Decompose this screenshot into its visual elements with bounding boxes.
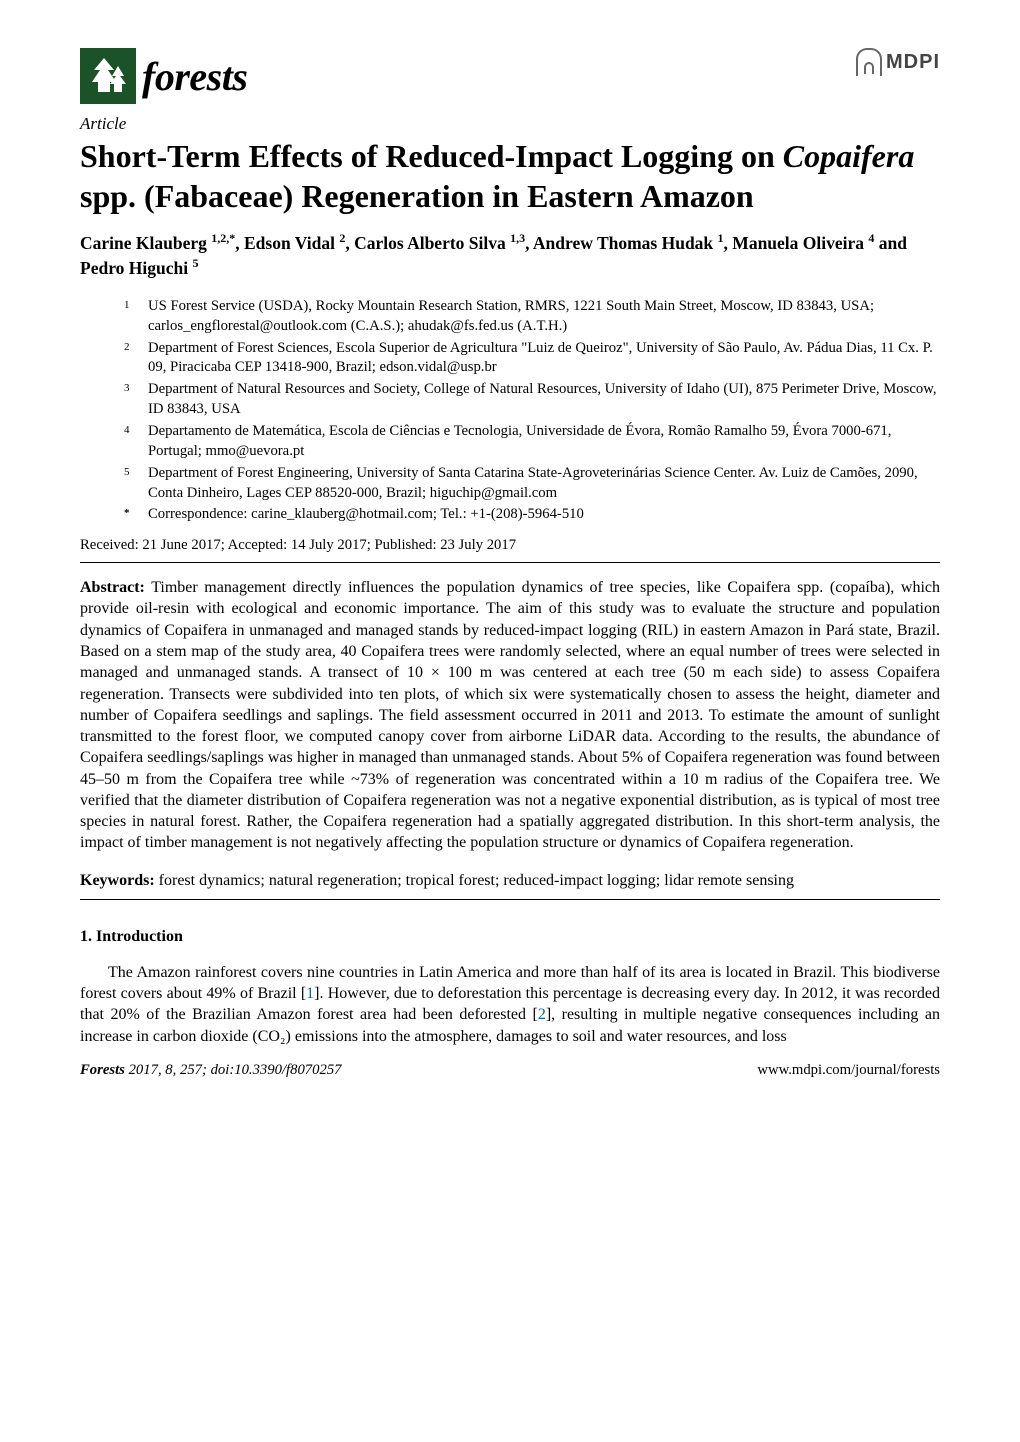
- affiliation-4: 4 Departamento de Matemática, Escola de …: [124, 422, 940, 462]
- abstract: Abstract: Timber management directly inf…: [80, 577, 940, 853]
- footer-left: Forests 2017, 8, 257; doi:10.3390/f80702…: [80, 1062, 342, 1079]
- footer-journal: Forests: [80, 1062, 125, 1078]
- abstract-text: Timber management directly influences th…: [80, 579, 940, 851]
- affiliation-1: 1 US Forest Service (USDA), Rocky Mounta…: [124, 297, 940, 337]
- intro-paragraph-1: The Amazon rainforest covers nine countr…: [80, 962, 940, 1047]
- keywords-text: forest dynamics; natural regeneration; t…: [159, 872, 794, 889]
- title-italic: Copaifera: [783, 138, 915, 174]
- ref-link-1[interactable]: 1: [306, 985, 314, 1002]
- affiliation-3: 3 Department of Natural Resources and So…: [124, 380, 940, 420]
- page: forests MDPI Article Short-Term Effects …: [0, 0, 1020, 1103]
- authors-line: Carine Klauberg 1,2,*, Edson Vidal 2, Ca…: [80, 230, 940, 281]
- affiliation-corresponding: * Correspondence: carine_klauberg@hotmai…: [124, 505, 940, 525]
- affiliation-2: 2 Department of Forest Sciences, Escola …: [124, 339, 940, 379]
- abstract-label: Abstract:: [80, 579, 145, 596]
- article-title: Short-Term Effects of Reduced-Impact Log…: [80, 136, 940, 216]
- tree-icon: [86, 54, 130, 98]
- title-prefix: Short-Term Effects of Reduced-Impact Log…: [80, 138, 783, 174]
- author-2: Carlos Alberto Silva 1,3: [354, 233, 525, 253]
- header-row: forests MDPI: [80, 48, 940, 104]
- publisher-logo: MDPI: [856, 48, 940, 76]
- affiliation-5: 5 Department of Forest Engineering, Univ…: [124, 464, 940, 504]
- keywords: Keywords: forest dynamics; natural regen…: [80, 870, 940, 891]
- footer-right: www.mdpi.com/journal/forests: [757, 1062, 940, 1079]
- page-footer: Forests 2017, 8, 257; doi:10.3390/f80702…: [80, 1062, 940, 1079]
- forests-logo-icon: [80, 48, 136, 104]
- author-3: Andrew Thomas Hudak 1: [533, 233, 724, 253]
- section-1-heading: 1. Introduction: [80, 928, 940, 946]
- author-4: Manuela Oliveira 4: [732, 233, 874, 253]
- title-suffix: spp. (Fabaceae) Regeneration in Eastern …: [80, 178, 754, 214]
- rule-below-keywords: [80, 899, 940, 900]
- publisher-name: MDPI: [886, 51, 940, 74]
- author-0: Carine Klauberg 1,2,*: [80, 233, 235, 253]
- author-1: Edson Vidal 2: [244, 233, 345, 253]
- article-dates: Received: 21 June 2017; Accepted: 14 Jul…: [80, 537, 940, 554]
- rule-above-abstract: [80, 562, 940, 563]
- journal-logo: forests: [80, 48, 247, 104]
- footer-citation: 2017, 8, 257; doi:10.3390/f8070257: [125, 1062, 342, 1078]
- ref-link-2[interactable]: 2: [538, 1006, 546, 1023]
- keywords-label: Keywords:: [80, 872, 155, 889]
- mdpi-icon: [856, 48, 882, 76]
- article-type-label: Article: [80, 114, 940, 134]
- author-5: Pedro Higuchi 5: [80, 258, 198, 278]
- affiliations: 1 US Forest Service (USDA), Rocky Mounta…: [80, 297, 940, 525]
- journal-name: forests: [142, 53, 247, 100]
